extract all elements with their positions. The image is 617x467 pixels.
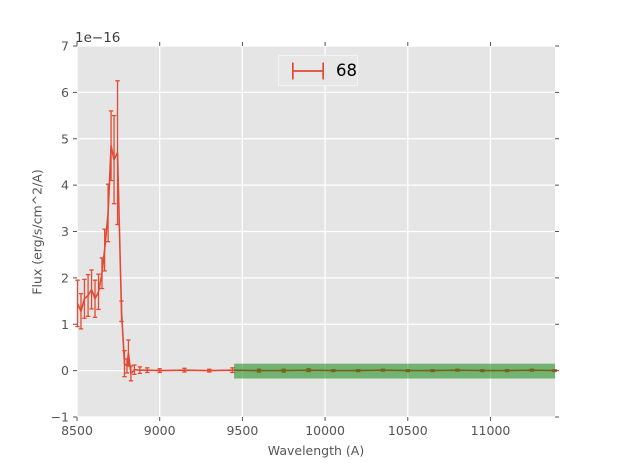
y-tick-label: 5: [61, 131, 69, 146]
y-tick-label: 6: [61, 85, 69, 100]
x-tick-label: 9000: [144, 423, 176, 438]
y-axis-label: Flux (erg/s/cm^2/A): [29, 169, 45, 295]
x-tick-label: 10000: [305, 423, 345, 438]
x-axis-label: Wavelength (A): [267, 443, 365, 458]
y-axis-offset-label: 1e−16: [75, 30, 121, 46]
y-tick-label: 4: [61, 178, 69, 193]
x-tick-label: 9500: [226, 423, 258, 438]
x-tick-label: 8500: [61, 423, 93, 438]
x-tick-label: 10500: [388, 423, 428, 438]
errorbar-icon: [291, 61, 325, 80]
y-tick-label: 1: [61, 317, 69, 332]
legend: 68: [278, 55, 358, 86]
y-tick-label: 0: [61, 363, 69, 378]
y-tick-label: −1: [51, 410, 69, 425]
y-tick-label: 3: [61, 224, 69, 239]
y-tick-label: 7: [61, 39, 69, 54]
legend-label: 68: [336, 61, 357, 80]
x-tick-label: 11000: [471, 423, 511, 438]
y-tick-label: 2: [61, 270, 69, 285]
zero-band: [234, 363, 555, 379]
